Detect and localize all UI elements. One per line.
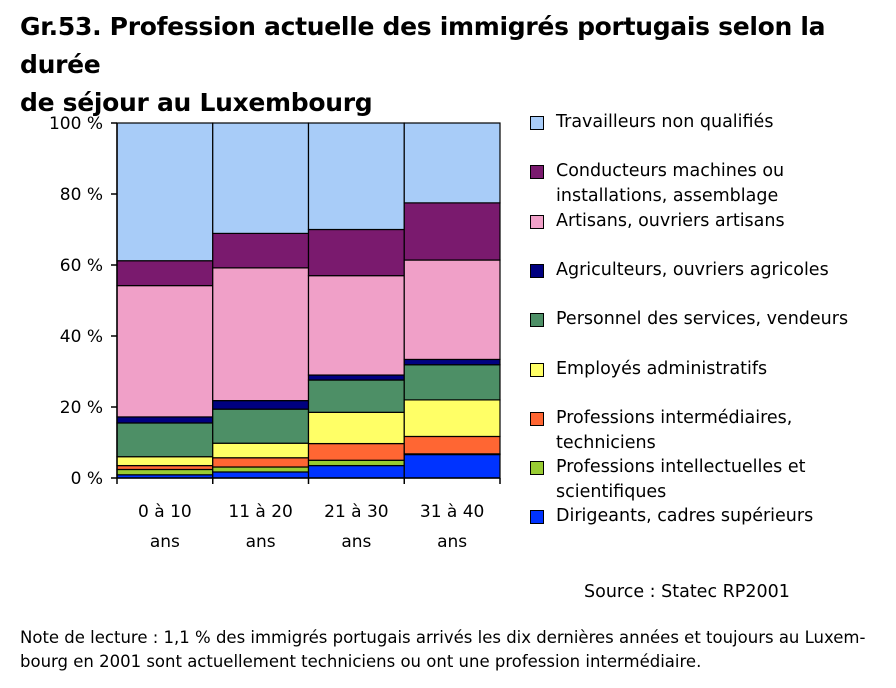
bar-segment-3-5	[403, 358, 501, 366]
bar-segment-2-0	[307, 464, 405, 479]
legend-label-line-6-0: Professions intermédiaires,	[556, 407, 793, 428]
source-note: Source : Statec RP2001	[584, 582, 790, 602]
legend-label-line-3-0: Agriculteurs, ouvriers agricoles	[556, 259, 829, 280]
bar-segment-0-1	[116, 468, 214, 476]
y-tick-label-1: 20 %	[60, 398, 103, 418]
x-category-label-2-1: ans	[341, 532, 371, 552]
legend-label-line-5-0: Employés administratifs	[556, 358, 768, 379]
reading-note: Note de lecture : 1,1 % des immigrés por…	[20, 626, 880, 674]
legend-swatch-2	[530, 214, 544, 229]
chart-title-line-1: Gr.53. Profession actuelle des immigrés …	[20, 12, 826, 79]
y-tick-label-4: 80 %	[60, 185, 103, 205]
reading-note-line-1: Note de lecture : 1,1 % des immigrés por…	[20, 628, 866, 647]
bar-segment-2-3	[307, 411, 405, 445]
legend-label-2: Artisans, ouvriers artisans	[556, 209, 886, 234]
bar-segment-1-2	[212, 457, 310, 468]
bar-segment-3-7	[403, 202, 501, 261]
legend-label-7: Professions intellectuelles et scientifiq…	[556, 455, 886, 505]
legend-label-3: Agriculteurs, ouvriers agricoles	[556, 258, 886, 283]
bar-segment-2-8	[307, 122, 405, 231]
bar-segment-1-4	[212, 408, 310, 444]
bar-segment-0-8	[116, 122, 214, 262]
bar-segment-1-1	[212, 466, 310, 473]
legend-swatch-7	[530, 461, 544, 476]
bar-segment-0-4	[116, 422, 214, 458]
legend-label-line-6-1: techniciens	[556, 432, 656, 453]
legend-swatch-4	[530, 313, 544, 328]
chart-title-line-2: de séjour au Luxembourg	[20, 88, 373, 117]
bar-segment-3-8	[403, 122, 501, 204]
bar-segment-2-7	[307, 228, 405, 277]
legend-swatch-0	[530, 116, 544, 130]
y-tick-label-5: 100 %	[49, 114, 103, 134]
reading-note-line-2: bourg en 2001 sont actuellement technici…	[20, 652, 702, 671]
x-category-label-1-1: ans	[246, 532, 276, 552]
bar-segment-1-6	[212, 267, 310, 402]
legend-label-line-7-1: scientifiques	[556, 482, 667, 503]
bar-segment-0-3	[116, 456, 214, 467]
x-category-label-2-0: 21 à 30	[324, 502, 389, 522]
bar-segment-3-0	[403, 453, 501, 479]
legend-label-6: Professions intermédiaires, techniciens	[556, 406, 886, 456]
y-tick-label-2: 40 %	[60, 327, 103, 347]
bar-segment-0-7	[116, 260, 214, 287]
legend-label-8: Dirigeants, cadres supérieurs	[556, 504, 886, 529]
bar-segment-0-5	[116, 416, 214, 424]
legend-label-line-2-0: Artisans, ouvriers artisans	[556, 210, 785, 231]
legend-swatch-1	[530, 165, 544, 180]
legend-label-line-4-0: Personnel des services, vendeurs	[556, 309, 849, 330]
x-category-label-1-0: 11 à 20	[228, 502, 293, 522]
chart-title: Gr.53. Profession actuelle des immigrés …	[20, 8, 880, 122]
bar-segment-1-0	[212, 471, 310, 479]
legend-swatch-8	[530, 510, 544, 525]
legend-label-5: Employés administratifs	[556, 357, 886, 382]
bar-segment-3-2	[403, 435, 501, 455]
legend-label-line-7-0: Professions intellectuelles et	[556, 457, 806, 478]
legend-label-line-8-0: Dirigeants, cadres supérieurs	[556, 506, 814, 527]
y-tick-label-0: 0 %	[71, 469, 103, 489]
legend-label-1: Conducteurs machines ou installations, as…	[556, 159, 886, 209]
legend-label-4: Personnel des services, vendeurs	[556, 307, 886, 332]
x-category-label-3-1: ans	[437, 532, 467, 552]
bar-segment-2-1	[307, 459, 405, 467]
bar-segment-0-6	[116, 284, 214, 418]
legend-swatch-6	[530, 411, 544, 426]
bar-segment-3-4	[403, 364, 501, 401]
bar-segment-3-6	[403, 259, 501, 361]
bar-segment-1-3	[212, 442, 310, 459]
legend-swatch-3	[530, 263, 544, 278]
bar-segment-3-3	[403, 399, 501, 438]
y-tick-label-3: 60 %	[60, 256, 103, 276]
x-category-label-0-1: ans	[150, 532, 180, 552]
legend-label-0: Travailleurs non qualifiés	[556, 110, 886, 135]
x-category-label-3-0: 31 à 40	[420, 502, 485, 522]
bar-segment-1-7	[212, 232, 310, 269]
x-category-label-0-0: 0 à 10	[138, 502, 192, 522]
bar-segment-1-5	[212, 400, 310, 410]
legend-label-line-1-0: Conducteurs machines ou	[556, 161, 785, 182]
legend-label-line-1-1: installations, assemblage	[556, 186, 779, 207]
bar-segment-1-8	[212, 122, 310, 235]
bar-segment-2-4	[307, 379, 405, 413]
legend-label-line-0-0: Travailleurs non qualifiés	[556, 112, 774, 132]
bar-segment-2-6	[307, 275, 405, 376]
bar-segment-2-5	[307, 374, 405, 381]
legend-swatch-5	[530, 362, 544, 377]
bar-segment-2-2	[307, 442, 405, 461]
